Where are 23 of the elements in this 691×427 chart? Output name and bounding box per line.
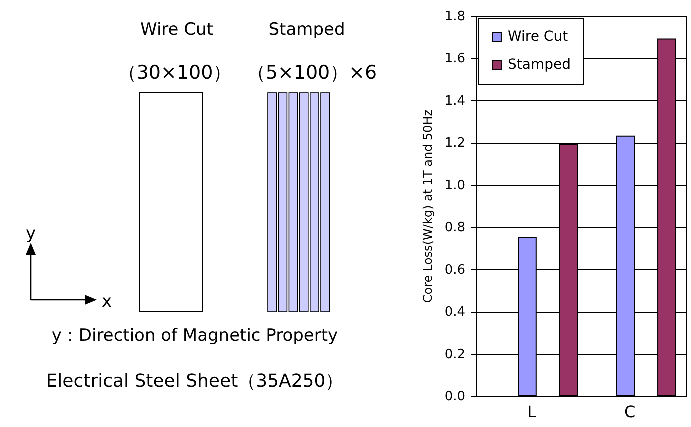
- y-tick-label: 1.6: [444, 52, 466, 67]
- y-tick-label: 0.4: [444, 305, 466, 320]
- y-tick-label: 0.0: [444, 390, 466, 404]
- text: x: [102, 292, 112, 312]
- text: y：Direction of Magnetic Property: [52, 325, 338, 347]
- text: Stamped: [268, 20, 346, 40]
- legend-label: Stamped: [508, 57, 571, 73]
- y-tick-label: 1.4: [444, 94, 466, 109]
- text: Electrical Steel Sheet（35A250）: [46, 370, 344, 393]
- x-tick-label: L: [527, 402, 536, 422]
- text: Wire Cut: [140, 20, 214, 40]
- y-tick-label: 1.2: [444, 136, 466, 152]
- text: （30×100）: [118, 61, 232, 86]
- y-tick-label: 1.0: [444, 178, 466, 194]
- y-axis-title: Core Loss(W/kg) at 1T and 50Hz: [420, 110, 435, 304]
- text: （5×100）×6: [246, 61, 378, 86]
- y-tick-label: 0.6: [444, 262, 466, 278]
- text: y: [26, 224, 36, 244]
- y-tick-label: 0.8: [444, 220, 466, 236]
- legend-label: Wire Cut: [508, 29, 569, 45]
- y-tick-label: 1.8: [444, 10, 466, 24]
- y-tick-label: 0.2: [444, 347, 466, 362]
- x-tick-label: C: [624, 402, 636, 422]
